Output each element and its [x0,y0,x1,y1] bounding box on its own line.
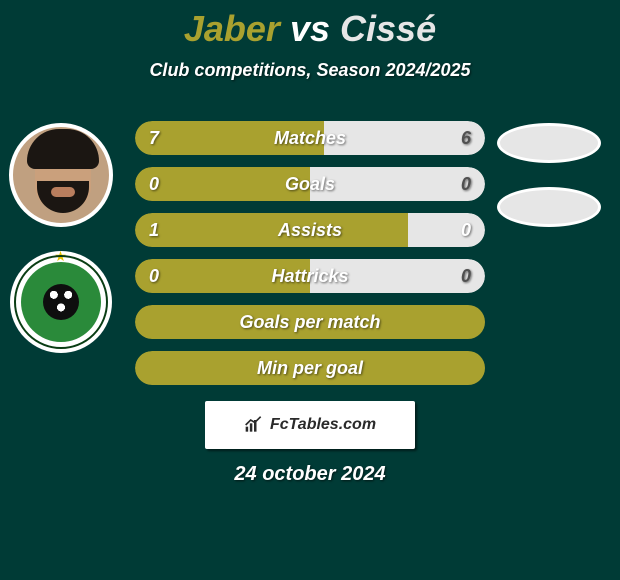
player2-avatar-placeholder [497,123,601,163]
player2-club-placeholder [497,187,601,227]
credit-badge: FcTables.com [205,401,415,449]
stat-row: Goals per match [135,305,485,339]
stat-row: Min per goal [135,351,485,385]
stat-label: Goals per match [135,305,485,339]
subtitle: Club competitions, Season 2024/2025 [0,60,620,81]
left-column: ★ [8,123,113,353]
stat-bars: 76Matches 00Goals 10Assists 00Hattricks Goal… [135,109,485,385]
stat-label: Min per goal [135,351,485,385]
stat-row: 76Matches [135,121,485,155]
credit-text: FcTables.com [270,416,376,434]
right-column [494,123,604,227]
stat-label: Hattricks [135,259,485,293]
date-text: 24 october 2024 [0,463,620,486]
stat-label: Assists [135,213,485,247]
stat-label: Goals [135,167,485,201]
comparison-card: Jaber vs Cissé Club competitions, Season… [0,0,620,486]
content-area: ★ 76Matches 00Goals 10Assists 00Hattricks Go… [0,109,620,486]
page-title: Jaber vs Cissé [0,8,620,50]
chart-icon [244,415,264,435]
player1-name: Jaber [184,8,280,49]
player1-avatar [9,123,113,227]
stat-row: 00Hattricks [135,259,485,293]
stat-row: 10Assists [135,213,485,247]
player1-club-badge: ★ [10,251,112,353]
stat-label: Matches [135,121,485,155]
stat-row: 00Goals [135,167,485,201]
ball-icon [43,284,79,320]
title-vs: vs [290,8,330,49]
player2-name: Cissé [340,8,436,49]
